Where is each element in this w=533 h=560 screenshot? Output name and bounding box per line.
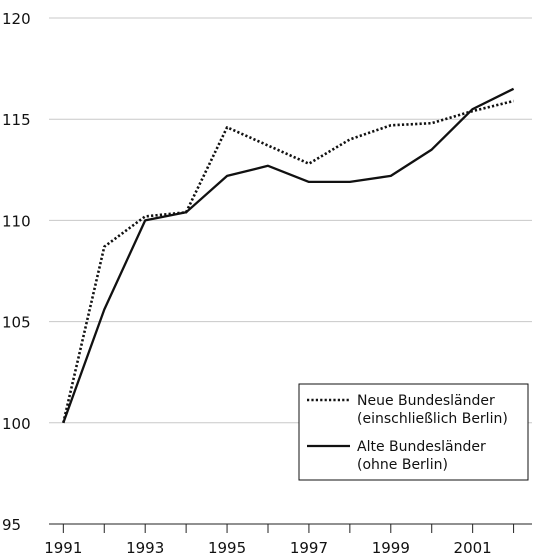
x-tick-label-1999: 1999	[372, 539, 410, 557]
y-tick-label-95: 95	[2, 516, 21, 534]
series-line-0	[62, 99, 514, 424]
series-line-1	[62, 87, 515, 424]
x-tick-label-1991: 1991	[44, 539, 82, 557]
y-tick-label-105: 105	[2, 314, 31, 332]
x-tick-label-2001: 2001	[454, 539, 492, 557]
tick-labels: 95 100 105 110 115 120 1991 1993 1995 1997 1999 200…	[2, 10, 492, 557]
legend-label-1: Alte Bundesländer	[357, 439, 486, 455]
legend-label-0: Neue Bundesländer	[357, 393, 495, 409]
y-tick-label-120: 120	[2, 10, 31, 28]
legend-label-1: (ohne Berlin)	[357, 457, 448, 473]
legend: Neue Bundesländer (einschließlich Berlin)…	[298, 383, 529, 481]
series-lines	[62, 87, 515, 424]
y-tick-label-110: 110	[2, 212, 31, 230]
x-tick-label-1993: 1993	[126, 539, 164, 557]
x-axis	[49, 523, 532, 533]
x-tick-label-1995: 1995	[208, 539, 246, 557]
x-tick-label-1997: 1997	[290, 539, 328, 557]
legend-box	[298, 383, 529, 481]
y-tick-label-100: 100	[2, 415, 31, 433]
y-tick-label-115: 115	[2, 111, 31, 129]
legend-label-0: (einschließlich Berlin)	[357, 411, 508, 427]
